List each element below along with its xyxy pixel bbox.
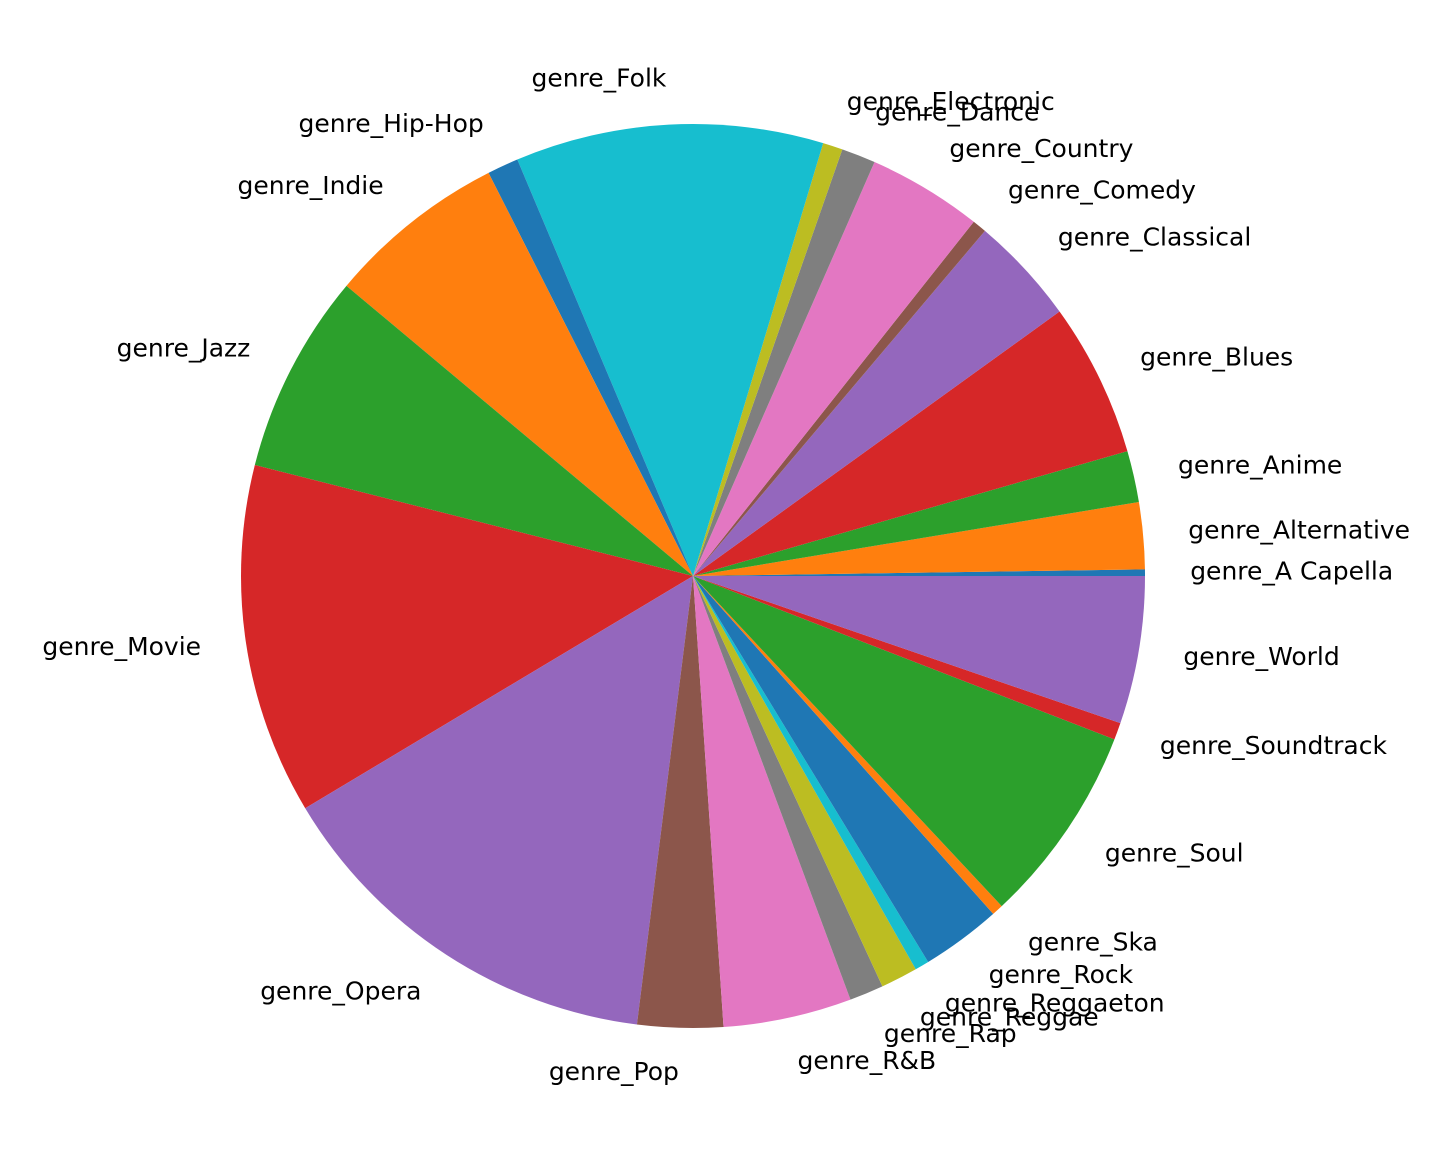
label-genre-a-capella: genre_A Capella bbox=[1190, 556, 1393, 585]
label-genre-classical: genre_Classical bbox=[1058, 222, 1251, 251]
slice-genre-opera bbox=[305, 576, 693, 1025]
label-genre-reggae: genre_Reggae bbox=[920, 1002, 1099, 1031]
label-genre-comedy: genre_Comedy bbox=[1008, 175, 1196, 204]
pie-labels: genre_A Capella genre_Alternative genre_An… bbox=[42, 64, 1410, 1086]
slice-genre-soul bbox=[693, 576, 1115, 907]
slice-genre-classical bbox=[693, 230, 1060, 577]
label-genre-movie: genre_Movie bbox=[42, 632, 201, 661]
label-genre-dance: genre_Dance bbox=[875, 97, 1039, 126]
label-genre-pop: genre_Pop bbox=[549, 1057, 679, 1086]
label-genre-indie: genre_Indie bbox=[238, 171, 384, 200]
label-genre-anime: genre_Anime bbox=[1178, 450, 1342, 479]
slice-genre-alternative bbox=[693, 501, 1145, 576]
label-genre-blues: genre_Blues bbox=[1140, 343, 1293, 372]
slice-genre-ska bbox=[693, 576, 1002, 914]
label-genre-soundtrack: genre_Soundtrack bbox=[1160, 731, 1388, 760]
slice-genre-comedy bbox=[693, 221, 985, 577]
slice-genre-folk bbox=[517, 124, 824, 576]
slice-genre-blues bbox=[693, 311, 1128, 576]
slice-genre-a-capella bbox=[693, 569, 1145, 576]
label-genre-jazz: genre_Jazz bbox=[117, 334, 251, 363]
label-genre-ska: genre_Ska bbox=[1028, 927, 1158, 956]
slice-genre-country bbox=[693, 162, 974, 577]
pie-slices bbox=[241, 124, 1145, 1029]
label-genre-rock: genre_Rock bbox=[989, 960, 1134, 989]
slice-genre-reggae bbox=[693, 576, 916, 987]
label-genre-folk: genre_Folk bbox=[531, 64, 666, 93]
slice-genre-anime bbox=[693, 451, 1139, 576]
slice-genre-indie bbox=[346, 172, 693, 576]
label-genre-opera: genre_Opera bbox=[260, 976, 421, 1005]
label-genre-country: genre_Country bbox=[949, 134, 1133, 163]
slice-genre-reggaeton bbox=[693, 576, 929, 970]
label-genre-reggaeton: genre_Reggaeton bbox=[945, 989, 1165, 1018]
slice-genre-movie bbox=[241, 465, 693, 809]
slice-genre-jazz bbox=[254, 285, 693, 576]
label-genre-r-b: genre_R&B bbox=[797, 1046, 936, 1075]
slice-genre-electronic bbox=[693, 143, 843, 576]
slice-genre-world bbox=[693, 576, 1145, 724]
slice-genre-dance bbox=[693, 149, 875, 576]
slice-genre-soundtrack bbox=[693, 576, 1121, 740]
slice-genre-hip-hop bbox=[488, 159, 693, 577]
label-genre-electronic: genre_Electronic bbox=[847, 87, 1055, 116]
label-genre-alternative: genre_Alternative bbox=[1188, 516, 1410, 545]
slice-genre-pop bbox=[636, 576, 724, 1029]
label-genre-rap: genre_Rap bbox=[884, 1019, 1017, 1048]
slice-genre-rap bbox=[693, 576, 883, 1000]
label-genre-hip-hop: genre_Hip-Hop bbox=[298, 109, 483, 138]
slice-genre-rock bbox=[693, 576, 994, 962]
label-genre-world: genre_World bbox=[1183, 642, 1339, 671]
slice-genre-r-b bbox=[693, 576, 851, 1027]
label-genre-soul: genre_Soul bbox=[1105, 838, 1244, 867]
